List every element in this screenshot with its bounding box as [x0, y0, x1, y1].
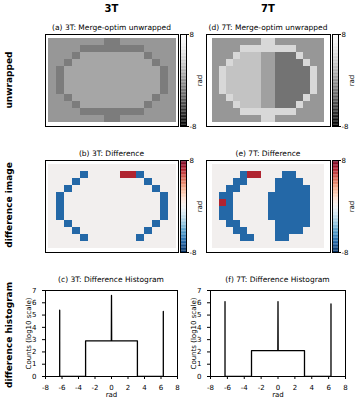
- svg-text:2: 2: [197, 348, 202, 357]
- svg-text:-2: -2: [258, 384, 265, 392]
- svg-text:2: 2: [32, 348, 37, 357]
- svg-text:3: 3: [32, 335, 37, 344]
- svg-text:0: 0: [275, 384, 281, 393]
- svg-text:-8: -8: [207, 384, 214, 392]
- html-text:7T: 7T: [261, 3, 275, 14]
- svg-text:rad: rad: [348, 201, 355, 213]
- html-text:unwrapped: unwrapped: [4, 51, 14, 109]
- svg-text:-8: -8: [42, 384, 49, 392]
- svg-text:-4: -4: [241, 384, 249, 392]
- html-text:(b) 3T: Difference: (b) 3T: Difference: [78, 149, 144, 158]
- svg-text:6: 6: [326, 384, 331, 392]
- svg-text:7: 7: [197, 287, 201, 295]
- svg-text:-8: -8: [190, 249, 197, 257]
- svg-text:-8: -8: [342, 249, 349, 257]
- svg-text:6: 6: [197, 299, 202, 307]
- svg-text:-6: -6: [224, 384, 232, 392]
- svg-text:rad: rad: [196, 201, 204, 213]
- svg-text:2: 2: [293, 384, 297, 392]
- html-text:(f) 7T: Difference Histogram: (f) 7T: Difference Histogram: [225, 275, 330, 284]
- svg-text:-8: -8: [190, 123, 197, 131]
- svg-text:-8: -8: [342, 123, 349, 131]
- svg-text:4: 4: [32, 323, 37, 332]
- svg-text:0: 0: [197, 373, 201, 381]
- svg-text:1: 1: [32, 360, 37, 369]
- svg-text:Counts (log10 scale): Counts (log10 scale): [190, 297, 198, 369]
- html-text:(c) 3T: Difference Histogram: (c) 3T: Difference Histogram: [58, 275, 164, 284]
- svg-text:-6: -6: [59, 384, 67, 392]
- svg-text:5: 5: [32, 311, 37, 320]
- html-text:(d) 7T: Merge-optim unwrapped: (d) 7T: Merge-optim unwrapped: [208, 23, 328, 32]
- svg-text:3: 3: [197, 335, 202, 344]
- svg-text:8: 8: [190, 157, 194, 165]
- svg-text:4: 4: [142, 384, 147, 392]
- svg-text:8: 8: [190, 31, 194, 39]
- svg-text:1: 1: [197, 360, 202, 369]
- svg-text:rad: rad: [348, 75, 355, 87]
- svg-text:8: 8: [342, 31, 346, 39]
- svg-text:4: 4: [310, 384, 315, 392]
- svg-text:0: 0: [109, 384, 114, 393]
- html-text:difference image: difference image: [4, 162, 14, 248]
- svg-text:8: 8: [343, 384, 347, 392]
- html-text:(a) 3T: Merge-optim unwrapped: (a) 3T: Merge-optim unwrapped: [52, 23, 171, 32]
- html-text:difference histogram: difference histogram: [4, 281, 14, 389]
- svg-text:4: 4: [197, 323, 202, 332]
- svg-text:-4: -4: [75, 384, 83, 392]
- svg-text:6: 6: [159, 384, 164, 392]
- svg-text:rad: rad: [106, 391, 118, 399]
- svg-text:0: 0: [32, 373, 36, 381]
- svg-text:Counts (log10 scale): Counts (log10 scale): [25, 297, 33, 369]
- svg-text:8: 8: [175, 384, 179, 392]
- html-text:(e) 7T: Difference: (e) 7T: Difference: [235, 149, 301, 158]
- svg-text:5: 5: [197, 311, 202, 320]
- html-text:3T: 3T: [104, 3, 119, 14]
- svg-text:7: 7: [32, 287, 36, 295]
- svg-text:-2: -2: [92, 384, 99, 392]
- svg-text:8: 8: [342, 157, 346, 165]
- svg-text:rad: rad: [196, 75, 204, 87]
- svg-text:2: 2: [126, 384, 130, 392]
- svg-text:6: 6: [32, 299, 37, 307]
- svg-text:rad: rad: [272, 391, 284, 399]
